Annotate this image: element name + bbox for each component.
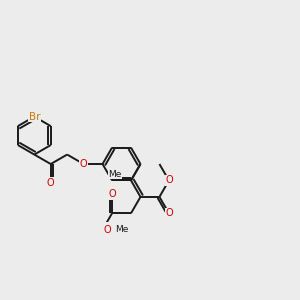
- Text: O: O: [103, 225, 111, 235]
- Text: O: O: [80, 159, 87, 169]
- Text: O: O: [108, 189, 116, 199]
- Text: Me: Me: [108, 169, 122, 178]
- Text: O: O: [47, 178, 55, 188]
- Text: O: O: [165, 176, 173, 185]
- Text: Me: Me: [116, 225, 129, 234]
- Text: O: O: [165, 208, 173, 218]
- Text: Br: Br: [28, 112, 40, 122]
